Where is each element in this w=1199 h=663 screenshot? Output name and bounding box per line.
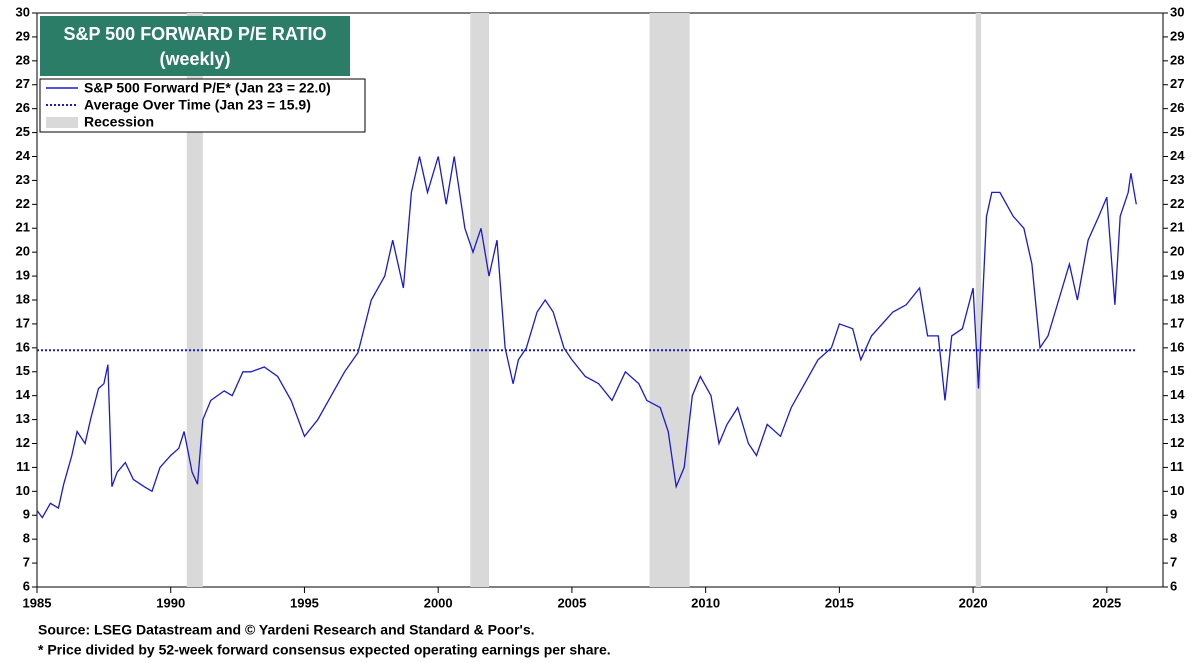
y2-tick-label: 26	[1170, 100, 1184, 115]
y-tick-label: 8	[23, 531, 30, 546]
x-tick-label: 2010	[691, 595, 720, 610]
y2-tick-label: 29	[1170, 28, 1184, 43]
legend-swatch	[46, 117, 78, 128]
y2-tick-label: 25	[1170, 124, 1184, 139]
x-tick-label: 2020	[959, 595, 988, 610]
footnote: * Price divided by 52-week forward conse…	[38, 642, 611, 658]
y2-tick-label: 13	[1170, 411, 1184, 426]
y-tick-label: 23	[16, 172, 30, 187]
y-tick-label: 19	[16, 268, 30, 283]
y-tick-label: 11	[16, 459, 30, 474]
y-tick-label: 22	[16, 196, 30, 211]
y2-tick-label: 20	[1170, 244, 1184, 259]
recession-band	[470, 13, 490, 587]
y-tick-label: 21	[16, 220, 30, 235]
y-tick-label: 17	[16, 315, 30, 330]
y-tick-label: 16	[16, 339, 30, 354]
y2-tick-label: 11	[1170, 459, 1184, 474]
x-tick-label: 2015	[825, 595, 854, 610]
legend-label: Average Over Time (Jan 23 = 15.9)	[84, 97, 311, 113]
x-tick-label: 2005	[557, 595, 586, 610]
y2-tick-label: 23	[1170, 172, 1184, 187]
y2-tick-label: 6	[1170, 578, 1177, 593]
chart-subtitle: (weekly)	[159, 49, 230, 69]
y2-tick-label: 10	[1170, 483, 1184, 498]
title-box	[40, 16, 350, 76]
y2-tick-label: 22	[1170, 196, 1184, 211]
y-tick-label: 10	[16, 483, 30, 498]
y2-tick-label: 19	[1170, 268, 1184, 283]
y2-tick-label: 16	[1170, 339, 1184, 354]
source-note: Source: LSEG Datastream and © Yardeni Re…	[38, 622, 535, 638]
y2-tick-label: 9	[1170, 507, 1177, 522]
y-tick-label: 7	[23, 555, 30, 570]
y-tick-label: 27	[16, 76, 30, 91]
y2-tick-label: 21	[1170, 220, 1184, 235]
y-tick-label: 13	[16, 411, 30, 426]
y2-tick-label: 17	[1170, 315, 1184, 330]
x-tick-label: 1990	[156, 595, 185, 610]
x-tick-label: 1995	[290, 595, 319, 610]
y2-tick-label: 30	[1170, 4, 1184, 19]
y-tick-label: 26	[16, 100, 30, 115]
x-tick-label: 2025	[1092, 595, 1121, 610]
y2-tick-label: 8	[1170, 531, 1177, 546]
y-tick-label: 6	[23, 578, 30, 593]
y-tick-label: 20	[16, 244, 30, 259]
y2-tick-label: 27	[1170, 76, 1184, 91]
x-tick-label: 1985	[23, 595, 52, 610]
y-tick-label: 24	[16, 148, 31, 163]
y-tick-label: 9	[23, 507, 30, 522]
y-tick-label: 30	[16, 4, 30, 19]
y-tick-label: 15	[16, 363, 30, 378]
x-tick-label: 2000	[424, 595, 453, 610]
y2-tick-label: 28	[1170, 52, 1184, 67]
y2-tick-label: 18	[1170, 291, 1184, 306]
recession-band	[975, 13, 982, 587]
y-tick-label: 12	[16, 435, 30, 450]
legend-box	[39, 78, 366, 133]
y-tick-label: 25	[16, 124, 30, 139]
y-tick-label: 14	[16, 387, 31, 402]
legend-label: Recession	[84, 114, 154, 130]
pe-line	[36, 156, 1137, 519]
y-tick-label: 28	[16, 52, 30, 67]
y2-tick-label: 14	[1170, 387, 1185, 402]
y2-tick-label: 24	[1170, 148, 1185, 163]
y2-tick-label: 12	[1170, 435, 1184, 450]
chart-title: S&P 500 FORWARD P/E RATIO	[63, 24, 326, 44]
recession-band	[649, 13, 690, 587]
y-tick-label: 29	[16, 28, 30, 43]
y2-tick-label: 15	[1170, 363, 1184, 378]
legend-label: S&P 500 Forward P/E* (Jan 23 = 22.0)	[84, 80, 331, 96]
recession-band	[186, 13, 203, 587]
y2-tick-label: 7	[1170, 555, 1177, 570]
y-tick-label: 18	[16, 291, 30, 306]
